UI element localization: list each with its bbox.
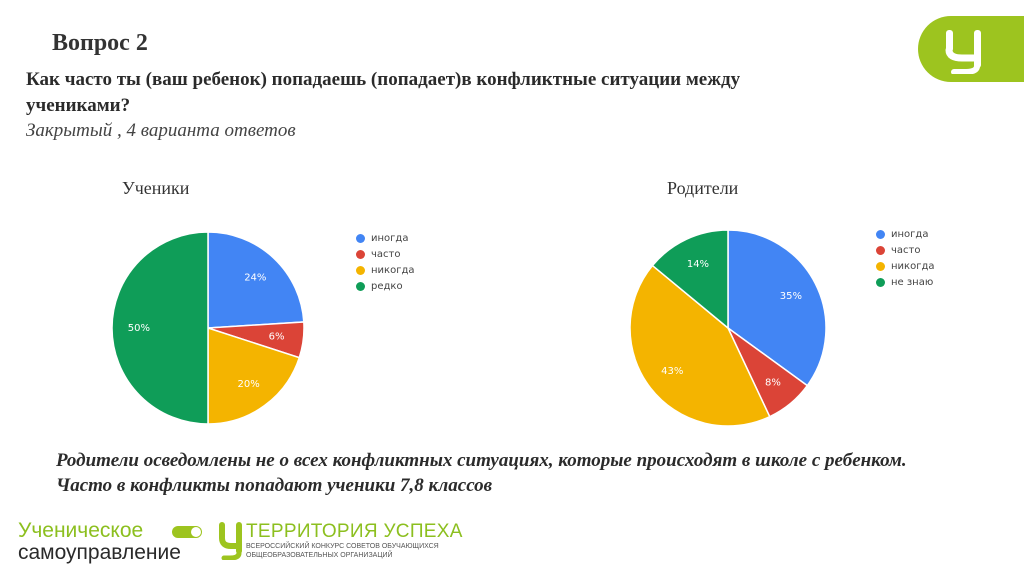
brand-logo <box>918 16 1024 82</box>
legend-item-1-0: иногда <box>876 226 935 242</box>
chart-title-parents: Родители <box>667 178 739 198</box>
chart-title-students: Ученики <box>122 178 190 198</box>
pie-label-1-1: 8% <box>765 377 781 388</box>
pie-label-1-2: 43% <box>661 366 683 377</box>
conclusion-line-2: Часто в конфликты попадают ученики 7,8 к… <box>56 475 493 496</box>
legend-item-0-1: часто <box>356 246 415 262</box>
legend-item-0-3: редко <box>356 278 415 294</box>
question-text: Как часто ты (ваш ребенок) попадаешь (по… <box>26 69 741 116</box>
pie-chart-parents: 35% 8% 43% 14% <box>629 229 827 427</box>
legend-swatch-1-1 <box>876 245 885 255</box>
legend-item-1-2: никогда <box>876 258 935 274</box>
pie-label-0-0: 24% <box>244 273 266 284</box>
pie-label-1-0: 35% <box>780 291 802 302</box>
pie-slice-0-3 <box>111 231 209 425</box>
pie-slice-1-2 <box>629 264 771 427</box>
territory-subtitle-1: ВСЕРОССИЙСКИЙ КОНКУРС СОВЕТОВ ОБУЧАЮЩИХС… <box>246 543 439 550</box>
legend-item-0-0: иногда <box>356 230 415 246</box>
slide-title: Вопрос 2 <box>52 30 148 56</box>
legend-students: иногда часто никогда редко <box>356 230 415 294</box>
legend-label-0-0: иногда <box>371 232 409 244</box>
legend-label-1-2: никогда <box>891 260 935 272</box>
conclusion-text: Родители осведомлены не о всех конфликтн… <box>56 448 956 498</box>
legend-item-0-2: никогда <box>356 262 415 278</box>
legend-label-0-2: никогда <box>371 264 415 276</box>
territory-title: ТЕРРИТОРИЯ УСПЕХА <box>246 521 463 542</box>
legend-swatch-1-0 <box>876 229 885 239</box>
pie-label-0-3: 50% <box>128 323 150 334</box>
u-mark-icon <box>219 522 242 560</box>
legend-swatch-0-2 <box>356 265 365 275</box>
pie-slice-1-3 <box>651 229 729 330</box>
pie-label-1-3: 14% <box>687 259 709 270</box>
u-logo-icon <box>945 30 981 74</box>
pie-label-0-1: 6% <box>269 332 285 343</box>
legend-swatch-0-1 <box>356 249 365 259</box>
legend-label-1-3: не знаю <box>891 276 934 288</box>
pie-slice-0-2 <box>207 326 301 425</box>
legend-parents: иногда часто никогда не знаю <box>876 226 935 290</box>
legend-label-1-0: иногда <box>891 228 929 240</box>
legend-item-1-1: часто <box>876 242 935 258</box>
legend-item-1-3: не знаю <box>876 274 935 290</box>
question-type: Закрытый , 4 варианта ответов <box>26 120 296 141</box>
pie-slice-0-0 <box>207 231 305 329</box>
legend-label-0-3: редко <box>371 280 403 292</box>
pie-chart-students: 24% 6% 20% 50% <box>111 231 305 425</box>
pie-slice-1-0 <box>727 229 827 387</box>
legend-swatch-0-3 <box>356 281 365 291</box>
toggle-icon <box>172 526 202 538</box>
legend-swatch-1-3 <box>876 277 885 287</box>
legend-label-1-1: часто <box>891 244 921 256</box>
territory-subtitle-2: ОБЩЕОБРАЗОВАТЕЛЬНЫХ ОРГАНИЗАЦИЙ <box>246 552 393 559</box>
legend-swatch-1-2 <box>876 261 885 271</box>
pie-label-0-2: 20% <box>238 379 260 390</box>
student-government-logo: Ученическое самоуправление <box>18 520 181 564</box>
legend-label-0-1: часто <box>371 248 401 260</box>
conclusion-line-1: Родители осведомлены не о всех конфликтн… <box>56 450 907 471</box>
legend-swatch-0-0 <box>356 233 365 243</box>
student-government-line-2: самоуправление <box>18 541 181 564</box>
student-government-line-1: Ученическое <box>18 519 144 542</box>
